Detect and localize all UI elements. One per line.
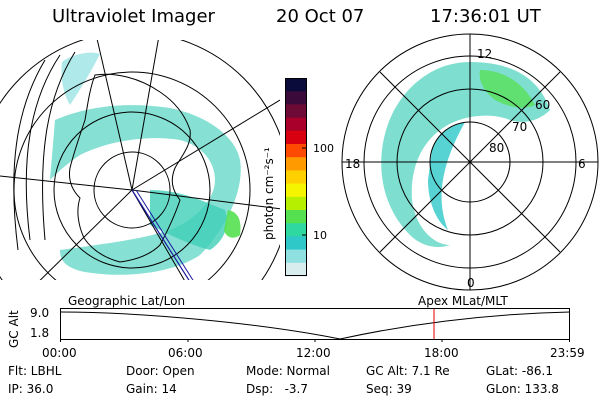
lat-label-80: 80 (489, 141, 505, 155)
colorbar-stripe (285, 249, 307, 264)
altitude-timeline (59, 308, 571, 342)
gain-info: Gain: 14 (126, 382, 177, 396)
glat-info: GLat: -86.1 (486, 364, 553, 378)
lat-label-70: 70 (512, 120, 528, 134)
y-tick-9: 9.0 (30, 306, 50, 320)
right-emission (381, 62, 550, 247)
colorbar (285, 78, 307, 277)
ip-info: IP: 36.0 (8, 382, 54, 396)
colorbar-stripe (285, 104, 307, 119)
filter-info: Flt: LBHL (8, 364, 62, 378)
colorbar-stripe (285, 262, 307, 277)
colorbar-stripe (285, 183, 307, 198)
mode-info: Mode: Normal (246, 364, 330, 378)
instrument-title: Ultraviolet Imager (52, 6, 215, 27)
x-tick-1800: 18:00 (424, 346, 459, 360)
glon-info: GLon: 133.8 (486, 382, 559, 396)
geographic-map (0, 40, 280, 280)
colorbar-stripe (285, 196, 307, 211)
y-tick-1-8: 1.8 (30, 326, 50, 340)
colorbar-stripe (285, 223, 307, 237)
colorbar-stripe (285, 117, 307, 132)
lat-label-60: 60 (535, 98, 551, 112)
x-tick-0600: 06:00 (168, 346, 203, 360)
dsp-info: Dsp: -3.7 (246, 382, 309, 396)
colorbar-stripe (285, 91, 307, 105)
colorbar-stripe (285, 78, 307, 92)
timeline-axis-label: GC Alt (7, 310, 21, 348)
colorbar-tick-100: 100 (313, 142, 334, 155)
x-tick-1200: 12:00 (296, 346, 331, 360)
x-tick-0000: 00:00 (42, 346, 77, 360)
colorbar-unit-label: photon cm⁻²s⁻¹ (262, 147, 276, 240)
mlt-label-6: 6 (578, 157, 586, 171)
time-label: 17:36:01 UT (430, 6, 541, 27)
mlt-label-0: 0 (467, 276, 475, 290)
colorbar-stripe (285, 130, 307, 145)
colorbar-stripe (285, 170, 307, 185)
mlt-label-18: 18 (345, 157, 361, 171)
colorbar-tick-10: 10 (313, 229, 327, 242)
track-line (131, 189, 190, 280)
colorbar-stripe (285, 236, 307, 251)
mlt-label-12: 12 (477, 47, 493, 61)
gc-alt-info: GC Alt: 7.1 Re (366, 364, 450, 378)
coastline (69, 73, 191, 263)
colorbar-stripe (285, 144, 307, 158)
x-tick-2359: 23:59 (550, 346, 585, 360)
door-info: Door: Open (126, 364, 195, 378)
timeline-right-label: Apex MLat/MLT (418, 294, 508, 308)
left-emission (50, 52, 241, 275)
colorbar-stripe (285, 210, 307, 224)
seq-info: Seq: 39 (366, 382, 412, 396)
timeline-left-label: Geographic Lat/Lon (68, 294, 186, 308)
polar-mlt-plot (341, 33, 599, 291)
date-label: 20 Oct 07 (276, 6, 365, 27)
colorbar-stripe (285, 157, 307, 171)
